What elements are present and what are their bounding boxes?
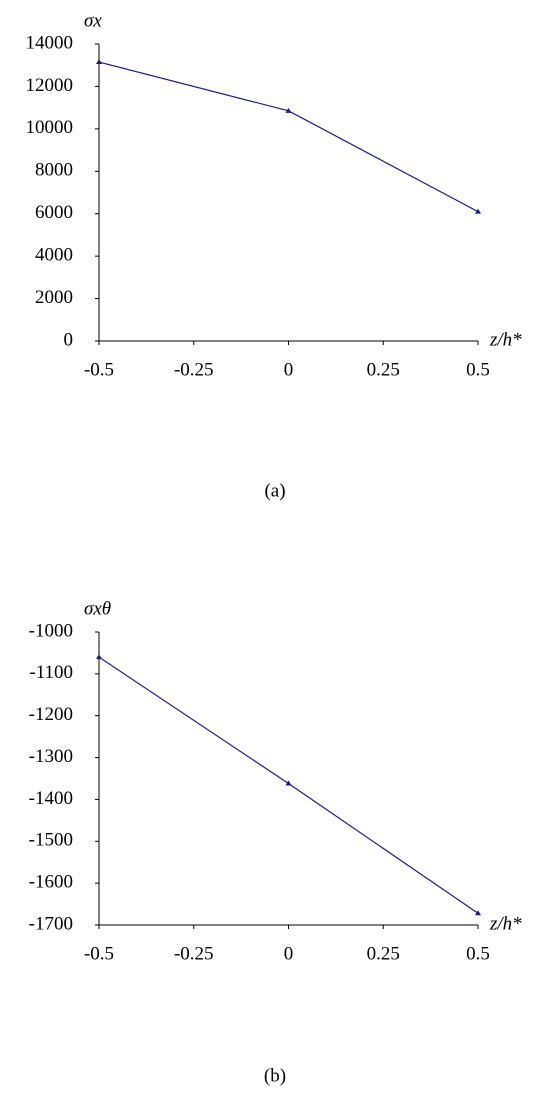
y-tick-label: 4000 [35,245,73,266]
marker [96,654,102,660]
x-tick-label: 0 [284,943,294,964]
y-tick-label: -1300 [29,746,73,767]
x-axis-label: z/h* [489,913,522,934]
y-tick-label: -1000 [29,620,73,641]
marker [475,910,481,916]
y-tick-label: -1500 [29,830,73,851]
marker [96,59,102,65]
x-tick-label: -0.25 [174,943,214,964]
marker [285,780,292,786]
y-tick-label: -1700 [29,913,73,934]
x-tick-label: 0.25 [367,943,400,964]
y-tick-label: -1600 [29,872,73,893]
x-tick-label: -0.25 [174,359,214,380]
x-tick-label: 0.5 [466,359,490,380]
y-axis-label: σxθ [84,598,111,619]
y-axis-label: σx [84,10,102,31]
x-axis-label: z/h* [489,329,522,350]
x-tick-label: -0.5 [84,359,114,380]
x-tick-label: -0.5 [84,943,114,964]
x-tick-label: 0 [284,359,294,380]
y-tick-label: 8000 [35,160,73,181]
x-tick-label: 0.5 [466,943,490,964]
y-tick-label: 0 [64,329,74,350]
y-tick-label: 10000 [26,117,74,138]
caption: (b) [264,1065,286,1086]
x-tick-label: 0.25 [367,359,400,380]
marker [285,107,292,113]
y-tick-label: -1200 [29,704,73,725]
caption: (a) [264,480,285,501]
y-tick-label: 14000 [26,32,74,53]
y-tick-label: 2000 [35,287,73,308]
marker [475,208,481,214]
y-tick-label: 12000 [26,75,74,96]
y-tick-label: -1100 [29,662,73,683]
line [98,61,479,213]
y-tick-label: 6000 [35,202,73,223]
y-tick-label: -1400 [29,788,73,809]
